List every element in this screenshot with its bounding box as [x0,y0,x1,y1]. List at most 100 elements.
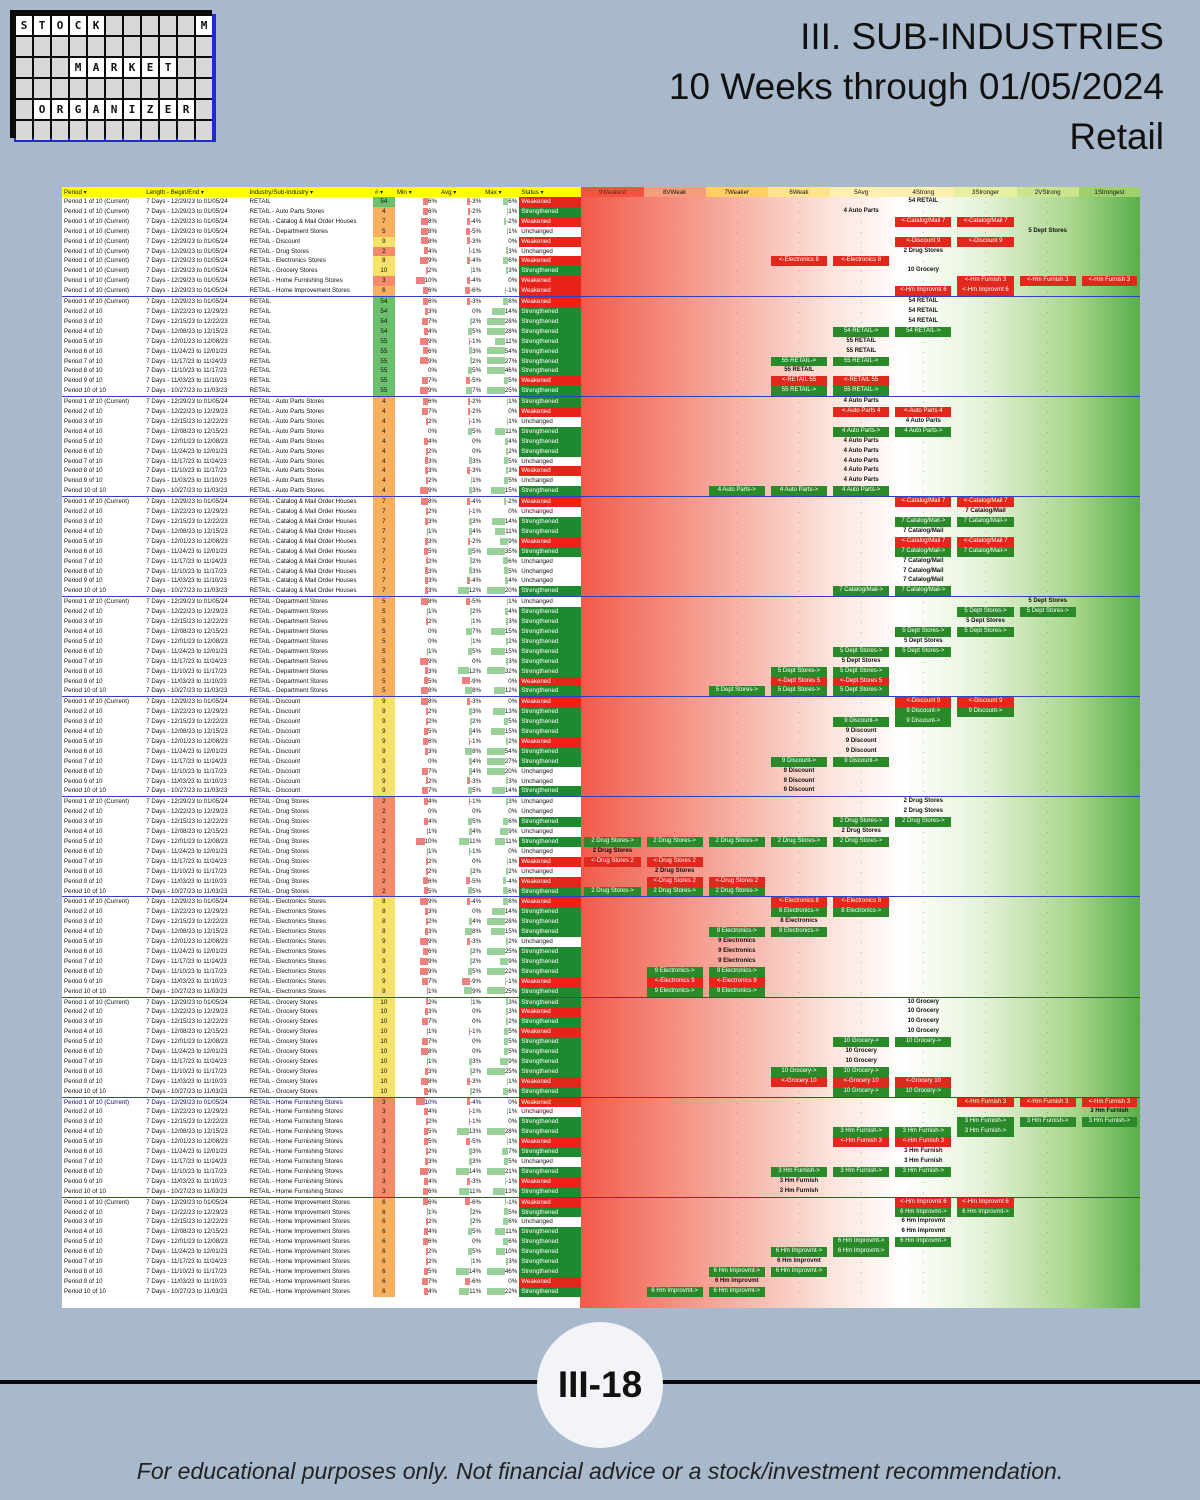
avg-bar [469,247,471,255]
column-header[interactable]: 9Weakest [581,187,644,197]
cell-rank-8: . [644,847,706,857]
min-bar [420,687,429,695]
cell-i: RETAIL - Grocery Stores [249,1048,318,1056]
cell-count: 5 [372,596,395,608]
column-header[interactable]: 7Weaker [705,187,768,197]
cell-rank-2: . [1017,857,1079,867]
empty-dot: . [1046,387,1049,395]
column-header[interactable]: Min ▾ [394,187,439,197]
cell-count: 2 [372,817,395,828]
column-header[interactable]: 6Weak [767,187,831,197]
avg-bar [466,277,471,285]
cell-rank-7: . [706,1117,768,1127]
cell-rank-4: . [892,1107,954,1117]
empty-dot: . [1108,1067,1111,1075]
cell-l: 7 Days - 10/27/23 to 11/03/23 [146,687,228,695]
column-header[interactable]: Industry/Sub-Industry ▾ [247,187,373,197]
cell-rank-4: . [892,396,955,408]
cell-rank-6: . [768,867,830,877]
cell-max: 1% [483,417,519,427]
column-header[interactable]: Avg ▾ [439,187,484,197]
rank-tag: 6 Hm Improvmt [714,1277,759,1284]
cell-status: Weakened [519,1007,582,1018]
empty-dot: . [984,898,987,906]
empty-dot: . [1108,667,1111,675]
empty-dot: . [735,1177,738,1185]
cell-rank-2: . [1017,286,1079,296]
avg-value: 8% [472,747,482,755]
cell-max: 5% [483,476,519,486]
max-value: 28% [504,1128,518,1136]
rank-tag: <-Catalog/Mail 7 [957,536,1014,547]
column-header[interactable]: 8VWeak [643,187,706,197]
avg-bar [467,647,473,655]
empty-dot: . [1108,217,1111,225]
empty-dot: . [798,998,800,1006]
empty-dot: . [984,347,987,355]
rank-tag: 9 Discount [845,737,877,744]
empty-dot: . [611,757,614,765]
cell-rank-1: . [1079,1287,1140,1297]
empty-dot: . [984,257,987,265]
cell-rank-6: . [767,1196,831,1208]
max-bar [491,928,505,936]
avg-bar [471,267,473,275]
cell-rank-4: . [892,727,954,737]
max-value: 6% [508,818,518,826]
cell-rank-5: . [830,617,892,627]
min-bar [424,1108,429,1116]
max-value: 13% [504,708,518,716]
column-header[interactable]: Max ▾ [483,187,520,197]
column-header[interactable]: 2VStrong [1016,187,1079,197]
column-header[interactable]: 3Stronger [954,187,1017,197]
column-header[interactable]: # ▾ [372,187,395,197]
cell-max: 15% [483,727,519,737]
empty-dot: . [673,1167,676,1175]
cell-count: 7 [372,566,395,577]
column-header[interactable]: 1Strongest [1078,187,1140,197]
cell-count: 5 [372,676,395,687]
max-value: 6% [508,1238,518,1246]
empty-dot: . [798,1108,800,1116]
rank-tag: 55 RETAIL [846,337,876,344]
cell-status: Weakened [519,296,582,307]
empty-dot: . [798,327,800,335]
cell-rank-4: 54 RETAIL [892,197,954,207]
cell-rank-9: . [581,896,644,908]
empty-dot: . [1108,498,1111,506]
cell-rank-7: . [706,607,768,617]
cell-status: Strengthened [519,746,582,757]
column-header[interactable]: 5Avg [830,187,893,197]
column-header[interactable]: Period ▾ [62,187,145,197]
column-header[interactable]: Status ▾ [519,187,582,197]
cell-rank-3: 5 Dept Stores-> [954,626,1016,637]
cell-rank-1: . [1079,407,1140,417]
cell-rank-1: . [1078,696,1140,708]
empty-dot: . [798,1148,800,1156]
cell-rank-5: . [830,1177,892,1187]
cell-rank-9: . [581,1117,643,1127]
cell-rank-1: . [1079,527,1140,537]
avg-value: 1% [472,637,482,645]
cell-avg: -3% [439,466,483,476]
cell-rank-7: . [706,847,768,857]
cell-rank-5: 9 Discount [830,747,892,757]
cell-max: 5% [483,567,519,577]
empty-dot: . [735,247,738,255]
empty-dot: . [611,1277,614,1285]
column-header[interactable]: Length - Begin/End ▾ [144,187,248,197]
empty-dot: . [1108,317,1111,325]
empty-dot: . [1108,947,1111,955]
empty-dot: . [922,777,925,785]
min-bar [419,357,429,365]
cell-count: 2 [372,807,395,818]
min-value: 0% [428,367,437,375]
cell-rank-3: <-Catalog/Mail 7 [954,536,1016,547]
empty-dot: . [735,1238,738,1246]
cell-l: 7 Days - 12/15/23 to 12/22/23 [146,317,228,325]
cell-rank-1: 3 Hm Furnish-> [1079,1117,1140,1128]
max-bar [500,1057,509,1065]
cell-rank-9: . [581,547,643,557]
cell-status: Strengthened [519,1127,582,1138]
column-header[interactable]: 4Strong [892,187,955,197]
